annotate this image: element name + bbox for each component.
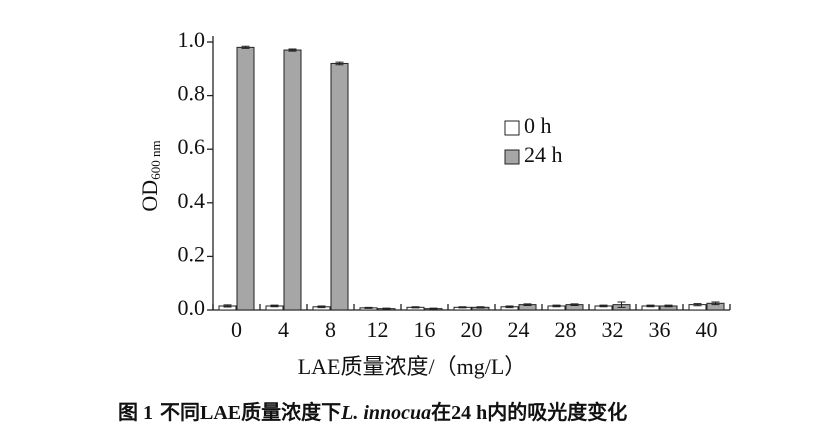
x-tick-label: 32	[602, 317, 624, 342]
error-bar	[288, 48, 297, 52]
error-bar	[476, 306, 485, 309]
error-bar	[646, 304, 655, 308]
bar	[330, 62, 349, 311]
error-bar	[599, 304, 608, 308]
legend-label: 24 h	[524, 142, 563, 167]
error-bar	[382, 307, 391, 310]
bar	[283, 49, 302, 311]
error-bar	[711, 301, 720, 306]
y-tick-label: 0.6	[178, 134, 206, 159]
bar	[236, 46, 255, 311]
y-axis-label: OD600 nm	[137, 140, 163, 211]
legend-swatch	[504, 149, 520, 165]
x-tick-label: 8	[325, 317, 336, 342]
caption: 图 1 不同LAE质量浓度下L. innocua在24 h内的吸光度变化	[118, 400, 627, 424]
x-tick-label: 12	[367, 317, 389, 342]
x-tick-label: 20	[461, 317, 483, 342]
error-bar	[505, 305, 514, 309]
error-bar	[458, 306, 467, 309]
error-bar	[335, 61, 344, 66]
y-tick-label: 0.8	[178, 81, 206, 106]
y-tick-label: 0.4	[178, 188, 206, 213]
error-bar	[693, 303, 702, 307]
x-tick-label: 24	[508, 317, 530, 342]
y-tick-label: 0.2	[178, 241, 206, 266]
x-tick-label: 28	[555, 317, 577, 342]
caption-text: 不同LAE质量浓度下	[160, 400, 341, 424]
caption-label: 图 1	[118, 401, 153, 424]
x-tick-label: 36	[649, 317, 671, 342]
x-tick-label: 0	[231, 317, 242, 342]
error-bar	[523, 303, 532, 306]
x-axis-label: LAE质量浓度/（mg/L）	[298, 354, 527, 379]
error-bar	[552, 304, 561, 308]
legend-label: 0 h	[524, 113, 552, 138]
y-tick-label: 1.0	[178, 27, 206, 52]
error-bar	[429, 307, 438, 310]
error-bar	[617, 301, 626, 308]
x-tick-label: 4	[278, 317, 289, 342]
legend-swatch	[504, 120, 520, 136]
error-bar	[223, 304, 232, 308]
error-bar	[317, 305, 326, 309]
error-bar	[270, 304, 279, 308]
x-tick-label: 16	[414, 317, 436, 342]
caption-text-end: 在24 h内的吸光度变化	[431, 400, 627, 424]
y-label-main: OD	[137, 180, 162, 212]
y-label-sub: 600 nm	[148, 140, 163, 179]
error-bar	[241, 45, 250, 49]
x-tick-label: 40	[696, 317, 718, 342]
error-bar	[664, 304, 673, 308]
error-bar	[570, 303, 579, 306]
error-bar	[411, 306, 420, 309]
error-bar	[364, 306, 373, 309]
y-tick-label: 0.0	[178, 295, 206, 320]
caption-species: L. innocua	[340, 402, 431, 424]
